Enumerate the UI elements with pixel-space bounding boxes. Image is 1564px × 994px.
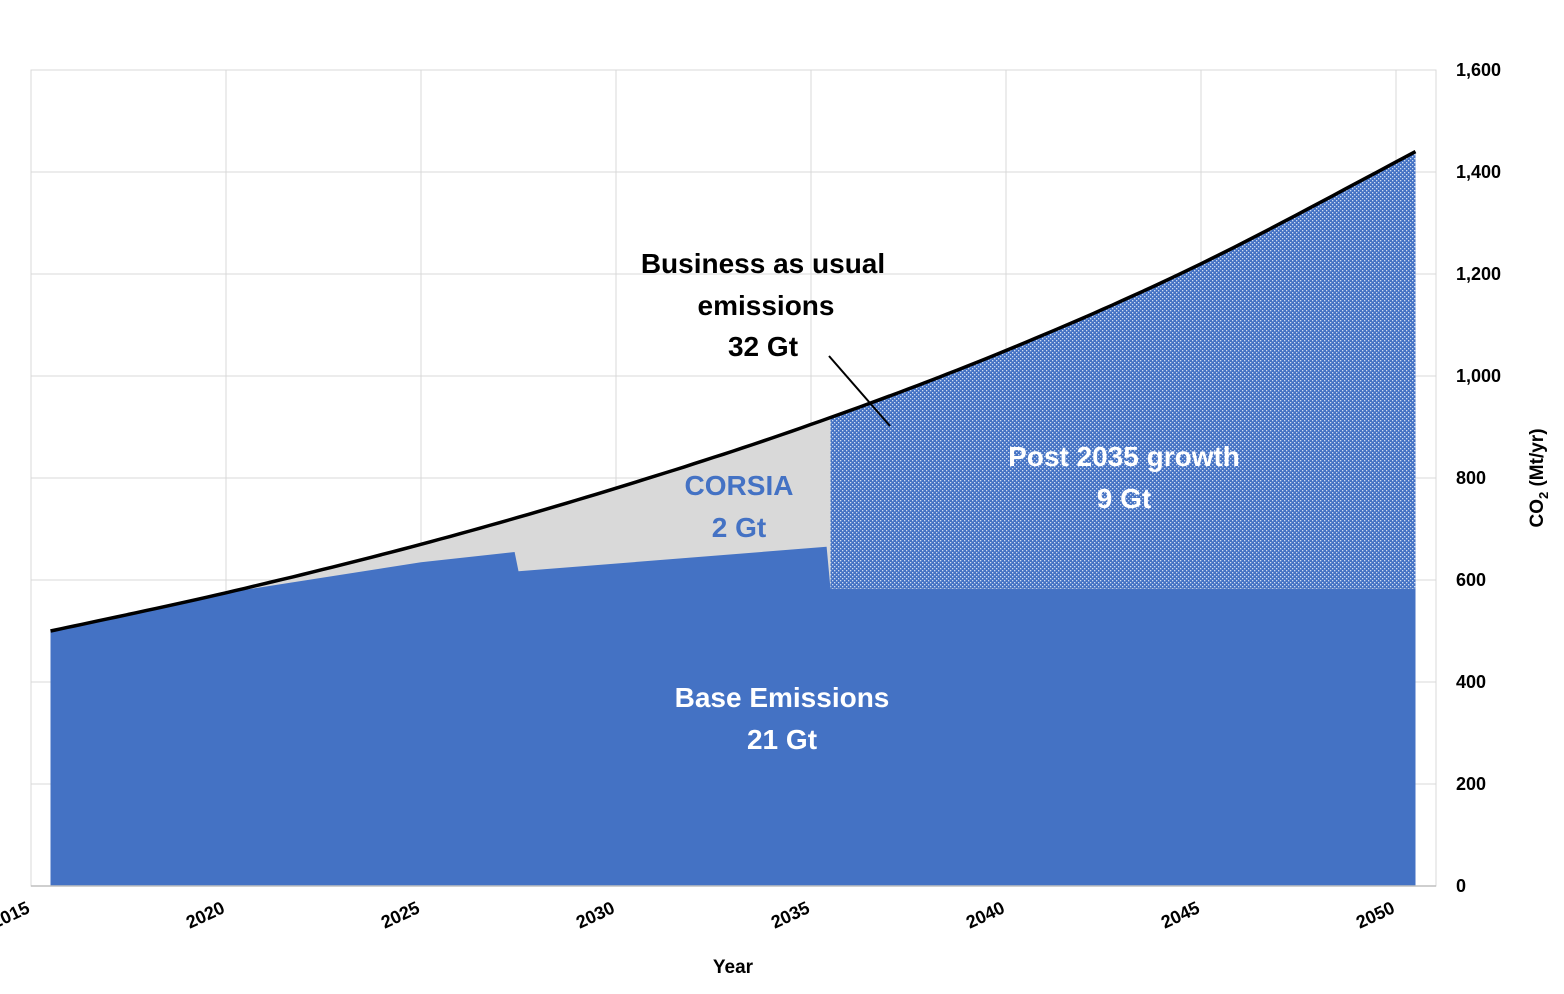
y-tick-labels: 0 200 400 600 800 1,000 1,200 1,400 1,600 <box>1456 60 1501 896</box>
growth-annotation-line1: Post 2035 growth <box>1008 441 1240 472</box>
x-tick-label: 2025 <box>378 897 423 932</box>
y-tick-label: 600 <box>1456 570 1486 590</box>
x-tick-label: 2030 <box>573 897 618 932</box>
x-tick-label: 2015 <box>0 897 33 932</box>
y-axis-title-sub: 2 <box>1536 492 1551 499</box>
y-axis-title: CO2 (Mt/yr) <box>1527 428 1551 527</box>
y-tick-label: 1,000 <box>1456 366 1501 386</box>
bau-annotation-line1: Business as usual <box>641 248 885 279</box>
y-tick-label: 1,400 <box>1456 162 1501 182</box>
corsia-annotation-line1: CORSIA <box>685 470 794 501</box>
bau-annotation-line2: emissions <box>698 290 835 321</box>
x-tick-label: 2045 <box>1158 897 1203 932</box>
x-tick-label: 2035 <box>768 897 813 932</box>
y-tick-label: 1,200 <box>1456 264 1501 284</box>
base-emissions-area <box>50 546 1416 886</box>
x-tick-label: 2020 <box>183 897 228 932</box>
base-annotation-line2: 21 Gt <box>747 724 817 755</box>
y-tick-label: 800 <box>1456 468 1486 488</box>
bau-line <box>50 150 1417 633</box>
y-axis-title-suffix: (Mt/yr) <box>1527 428 1548 491</box>
x-tick-label: 2050 <box>1353 897 1398 932</box>
x-tick-label: 2040 <box>963 897 1008 932</box>
y-tick-label: 0 <box>1456 876 1466 896</box>
x-tick-labels: 2015 2020 2025 2030 2035 2040 2045 2050 <box>0 897 1398 932</box>
y-tick-label: 400 <box>1456 672 1486 692</box>
y-axis-title-prefix: CO <box>1527 499 1548 528</box>
base-annotation-line1: Base Emissions <box>675 682 890 713</box>
y-tick-label: 1,600 <box>1456 60 1501 80</box>
corsia-annotation-line2: 2 Gt <box>712 512 766 543</box>
y-tick-label: 200 <box>1456 774 1486 794</box>
bau-annotation-line3: 32 Gt <box>728 331 798 362</box>
x-axis-title: Year <box>713 957 754 978</box>
post-2035-growth-area <box>830 151 1416 589</box>
bau-annotation-pointer <box>828 355 891 427</box>
growth-annotation-line2: 9 Gt <box>1097 483 1151 514</box>
